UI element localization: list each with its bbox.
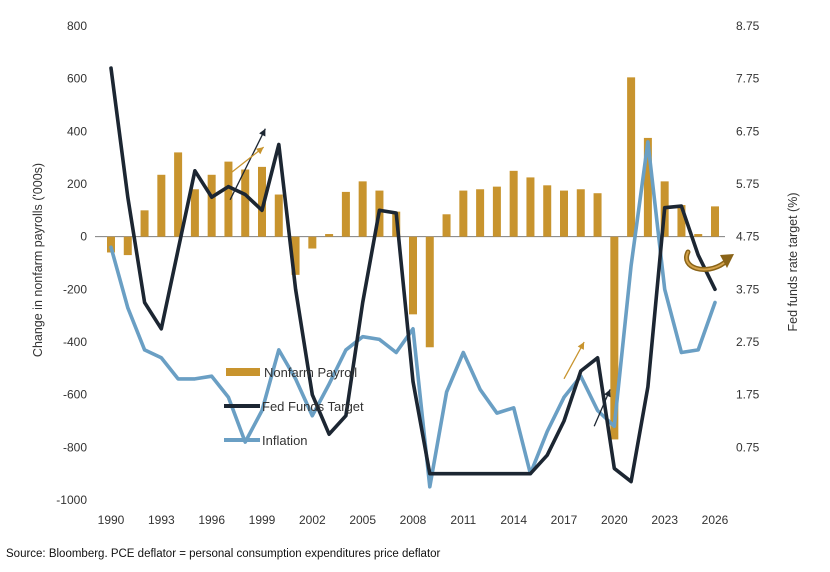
payroll-bars	[107, 77, 719, 440]
trend-arrowhead	[577, 342, 585, 350]
right-tick-label: 5.75	[736, 177, 760, 191]
payroll-bar	[694, 234, 703, 237]
source-note: Source: Bloomberg. PCE deflator = person…	[6, 548, 441, 560]
left-tick-label: -1000	[56, 493, 87, 507]
x-tick-label: 2023	[651, 513, 678, 527]
left-tick-label: 800	[67, 19, 87, 33]
payroll-bar	[157, 174, 166, 237]
payroll-bar	[241, 169, 250, 237]
payroll-bar	[190, 189, 199, 237]
payroll-bar	[492, 186, 501, 237]
payroll-bar	[325, 234, 334, 237]
payroll-bar	[576, 189, 585, 237]
x-tick-label: 2026	[702, 513, 729, 527]
x-tick-label: 1999	[249, 513, 276, 527]
trend-arrows	[229, 128, 611, 427]
left-tick-label: -600	[63, 388, 87, 402]
payroll-bar	[140, 210, 149, 237]
right-tick-label: 0.75	[736, 440, 760, 454]
payroll-bar	[677, 205, 686, 237]
payroll-bar	[643, 137, 652, 237]
legend-label-inflation: Inflation	[262, 433, 308, 448]
left-tick-label: -800	[63, 440, 87, 454]
right-tick-label: 6.75	[736, 124, 760, 138]
legend: Nonfarm Payroll Fed Funds Target Inflati…	[224, 365, 364, 448]
legend-label-fed: Fed Funds Target	[262, 399, 364, 414]
x-tick-label: 2020	[601, 513, 628, 527]
payroll-bar	[560, 190, 568, 237]
payroll-bar	[258, 166, 266, 237]
x-tick-label: 1996	[198, 513, 225, 527]
left-tick-label: 200	[67, 177, 87, 191]
curved-arrow-icon	[684, 249, 734, 272]
payroll-bar	[274, 194, 283, 237]
left-axis-title: Change in nonfarm payrolls ('000s)	[31, 163, 45, 357]
payroll-bar	[107, 236, 115, 253]
payroll-bar	[425, 236, 434, 348]
payroll-bar	[409, 236, 417, 315]
legend-swatch-payroll	[226, 368, 260, 376]
series-lines	[109, 66, 717, 489]
x-tick-label: 2014	[500, 513, 527, 527]
x-tick-label: 2002	[299, 513, 326, 527]
right-tick-label: 4.75	[736, 230, 760, 244]
left-tick-label: -200	[63, 282, 87, 296]
left-tick-label: 600	[67, 72, 87, 86]
left-tick-label: -400	[63, 335, 87, 349]
tick-labels: 800 600 400 200 0 -200 -400 -600 -800 -1000 8.75 7.…	[56, 19, 759, 527]
inflation-line	[109, 140, 717, 489]
combo-chart: 800 600 400 200 0 -200 -400 -600 -800 -1000 8.75 7.…	[31, 19, 800, 527]
trend-arrow	[563, 341, 585, 380]
payroll-bar	[476, 189, 485, 237]
right-tick-label: 7.75	[736, 72, 760, 86]
payroll-bar	[358, 181, 367, 237]
payroll-bar	[442, 214, 451, 237]
x-tick-label: 2011	[450, 513, 476, 527]
payroll-bar	[291, 236, 300, 275]
left-tick-label: 0	[80, 230, 87, 244]
trend-arrow	[229, 146, 265, 174]
payroll-bar	[123, 236, 132, 256]
payroll-bar	[509, 170, 518, 237]
right-tick-label: 8.75	[736, 19, 760, 33]
payroll-bar	[543, 185, 552, 237]
right-tick-label: 1.75	[736, 388, 760, 402]
x-tick-label: 2008	[400, 513, 427, 527]
payroll-bar	[459, 190, 468, 237]
payroll-bar	[627, 77, 636, 237]
payroll-bar	[593, 193, 602, 237]
payroll-bar	[610, 236, 619, 440]
payroll-bar	[224, 161, 233, 237]
right-axis-title: Fed funds rate target (%)	[786, 193, 800, 332]
left-tick-label: 400	[67, 124, 87, 138]
trend-arrowhead	[256, 147, 264, 155]
fed-funds-line	[109, 66, 717, 484]
payroll-bar	[341, 191, 350, 237]
payroll-bar	[526, 177, 535, 237]
payroll-bar	[174, 152, 183, 237]
x-tick-label: 1990	[98, 513, 125, 527]
x-tick-label: 2005	[349, 513, 376, 527]
payroll-bar	[207, 174, 216, 237]
trend-arrow	[229, 128, 266, 201]
right-tick-label: 2.75	[736, 335, 760, 349]
payroll-bar	[711, 206, 719, 237]
payroll-bar	[308, 236, 317, 249]
trend-arrowhead	[259, 128, 266, 137]
x-tick-label: 2017	[551, 513, 578, 527]
trend-arrowhead	[604, 389, 611, 398]
x-tick-label: 1993	[148, 513, 175, 527]
right-tick-label: 3.75	[736, 282, 760, 296]
legend-label-payroll: Nonfarm Payroll	[264, 365, 357, 380]
